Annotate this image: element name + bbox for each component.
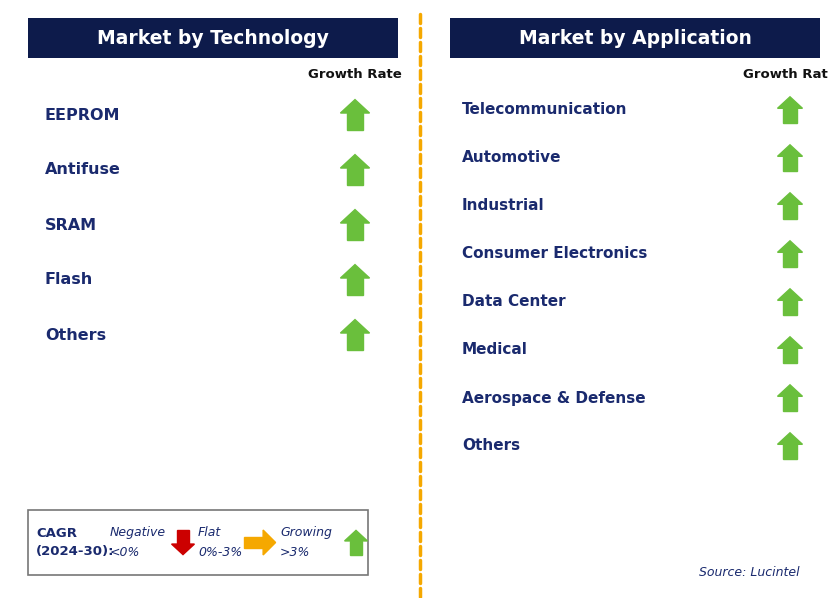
Text: Automotive: Automotive: [461, 151, 561, 166]
Text: SRAM: SRAM: [45, 218, 97, 233]
Text: Negative: Negative: [110, 526, 166, 539]
Bar: [450, 18, 819, 58]
Text: Market by Application: Market by Application: [518, 29, 750, 47]
Polygon shape: [347, 168, 363, 185]
Text: Others: Others: [45, 328, 106, 343]
Polygon shape: [340, 319, 369, 333]
Bar: [28, 510, 368, 575]
Text: Others: Others: [461, 438, 519, 453]
Polygon shape: [777, 337, 802, 348]
Text: Antifuse: Antifuse: [45, 163, 121, 178]
Text: <0%: <0%: [110, 546, 140, 559]
Text: Telecommunication: Telecommunication: [461, 102, 627, 117]
Polygon shape: [782, 444, 796, 459]
Polygon shape: [347, 278, 363, 295]
Polygon shape: [340, 100, 369, 113]
Polygon shape: [782, 108, 796, 123]
Polygon shape: [340, 264, 369, 278]
Polygon shape: [262, 530, 275, 555]
Polygon shape: [782, 300, 796, 315]
Text: Source: Lucintel: Source: Lucintel: [699, 566, 799, 578]
Polygon shape: [782, 396, 796, 411]
Text: Growth Rate: Growth Rate: [742, 68, 828, 81]
Polygon shape: [340, 210, 369, 223]
Polygon shape: [777, 145, 802, 156]
Text: CAGR: CAGR: [36, 527, 77, 540]
Text: Data Center: Data Center: [461, 294, 565, 310]
Polygon shape: [176, 530, 189, 544]
Polygon shape: [782, 156, 796, 171]
Text: Aerospace & Defense: Aerospace & Defense: [461, 390, 645, 405]
Text: Flash: Flash: [45, 273, 93, 288]
Polygon shape: [349, 541, 362, 554]
Polygon shape: [347, 113, 363, 130]
Text: Growth Rate: Growth Rate: [308, 68, 402, 81]
Polygon shape: [347, 333, 363, 350]
Text: Medical: Medical: [461, 343, 527, 358]
Polygon shape: [244, 536, 262, 548]
Text: Growing: Growing: [280, 526, 331, 539]
Text: >3%: >3%: [280, 546, 310, 559]
Polygon shape: [782, 348, 796, 363]
Polygon shape: [344, 530, 367, 541]
Polygon shape: [782, 205, 796, 219]
Text: 0%-3%: 0%-3%: [198, 546, 242, 559]
Polygon shape: [777, 97, 802, 108]
Text: EEPROM: EEPROM: [45, 108, 120, 123]
Text: Consumer Electronics: Consumer Electronics: [461, 246, 647, 261]
Text: Industrial: Industrial: [461, 199, 544, 213]
Polygon shape: [782, 252, 796, 267]
Bar: [28, 18, 397, 58]
Polygon shape: [777, 433, 802, 444]
Text: Flat: Flat: [198, 526, 221, 539]
Polygon shape: [777, 385, 802, 396]
Polygon shape: [777, 241, 802, 252]
Polygon shape: [777, 193, 802, 205]
Text: (2024-30):: (2024-30):: [36, 545, 114, 558]
Polygon shape: [777, 289, 802, 300]
Polygon shape: [171, 544, 195, 554]
Polygon shape: [347, 223, 363, 240]
Polygon shape: [340, 155, 369, 168]
Text: Market by Technology: Market by Technology: [97, 29, 329, 47]
